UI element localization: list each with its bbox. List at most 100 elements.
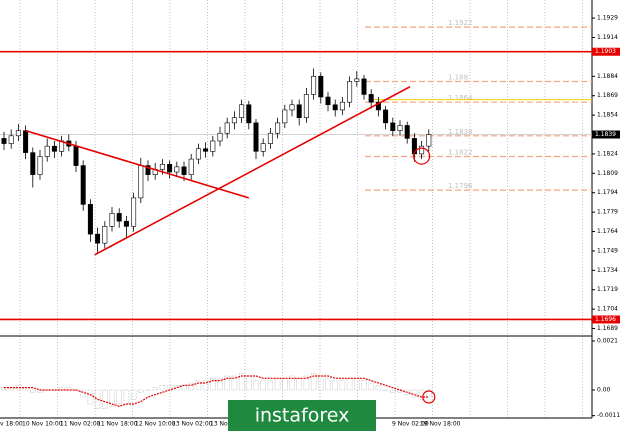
osc-bar	[325, 378, 331, 391]
candle-body	[397, 125, 403, 131]
candle-body	[210, 140, 216, 152]
candle-body	[87, 204, 93, 235]
candle-body	[1, 138, 7, 144]
y-tick-label: 1.1854	[597, 112, 618, 119]
candle-body	[195, 148, 201, 160]
candle-body	[339, 101, 345, 111]
osc-bar	[138, 389, 144, 393]
osc-bar	[354, 378, 360, 391]
fib-label: 1.1822	[448, 149, 473, 157]
osc-bar	[282, 378, 288, 391]
candle-body	[95, 233, 101, 244]
trend-line	[94, 85, 411, 256]
osc-bar	[289, 375, 295, 391]
y-tick-label: 1.1779	[597, 209, 618, 216]
candle-body	[311, 76, 317, 95]
osc-bar	[116, 389, 122, 405]
candle-body	[73, 145, 79, 166]
osc-bar	[397, 389, 403, 393]
x-tick-label: v 18:00	[0, 421, 23, 428]
osc-bar	[109, 389, 115, 407]
watermark-box	[228, 400, 376, 431]
grid	[19, 0, 583, 418]
candle-body	[282, 109, 288, 124]
y-tick-label: 1.1689	[597, 325, 618, 332]
candle-body	[375, 101, 381, 111]
candle-body	[325, 96, 331, 106]
x-tick-label: 11 Nov 02:00	[60, 421, 101, 428]
level-label: 1.1903	[595, 48, 616, 55]
osc-signal	[4, 375, 429, 407]
osc-bar	[411, 389, 418, 398]
y-tick-label: 1.1929	[597, 15, 618, 22]
y-tick-label: 1.1824	[597, 150, 618, 157]
fib-label: 1.1796	[448, 182, 473, 190]
trend-line	[25, 129, 250, 199]
osc-bar	[253, 380, 259, 391]
osc-tick-label: -0.0011	[597, 412, 620, 419]
osc-bar	[87, 389, 94, 405]
candle-body	[354, 78, 360, 82]
x-tick-label: 19 Nov 18:00	[420, 421, 461, 428]
candle-body	[159, 163, 165, 170]
x-tick-label: 12 Nov 10:00	[135, 421, 176, 428]
x-tick-label: 9 Nov 02:00	[392, 421, 429, 428]
candle-body	[23, 130, 29, 153]
osc-bar	[332, 380, 338, 391]
osc-bar	[217, 378, 223, 391]
candle-body	[246, 104, 252, 124]
highlight-circle	[413, 147, 431, 165]
candle-body	[419, 145, 425, 155]
candle-body	[267, 132, 273, 144]
candle-body	[116, 213, 122, 222]
candle-body	[289, 104, 295, 111]
osc-bar	[1, 387, 7, 391]
fib-label: 1.188	[448, 73, 468, 81]
candle-body	[253, 122, 259, 152]
osc-bar	[152, 387, 158, 391]
osc-bar	[188, 382, 194, 391]
y-tick-label: 1.1869	[597, 92, 618, 99]
candle-body	[368, 94, 374, 103]
y-tick-label: 1.1764	[597, 228, 618, 235]
candle-body	[8, 135, 14, 144]
level-label: 1.1696	[595, 316, 616, 323]
osc-bar	[37, 389, 43, 393]
candle-body	[332, 104, 338, 111]
fib-label: 1.1864	[448, 94, 473, 102]
candle-body	[217, 132, 223, 142]
candle-body	[260, 143, 266, 152]
y-tick-label: 1.1884	[597, 73, 618, 80]
osc-bar	[267, 380, 274, 391]
level-label-box	[592, 47, 620, 56]
osc-bar	[339, 380, 346, 391]
osc-bar	[30, 389, 36, 393]
y-tick-label: 1.1809	[597, 170, 618, 177]
x-tick-label: 11 Nov 18:00	[97, 421, 138, 428]
plot: 1.1929 1.1914 1.1884 1.1869 1.1854 1.1824 1.18…	[0, 15, 620, 428]
candle-body	[102, 226, 108, 244]
osc-bar	[418, 389, 425, 400]
candle-body	[275, 122, 281, 134]
y-tick-label: 1.1794	[597, 189, 618, 196]
candle-body	[174, 166, 180, 173]
osc-bar	[8, 387, 14, 391]
osc-bar	[310, 373, 317, 391]
osc-bar	[346, 378, 353, 391]
candle-body	[145, 165, 151, 175]
osc-bar	[390, 389, 396, 393]
osc-bar	[426, 389, 432, 398]
current-price-label: 1.1839	[595, 131, 616, 138]
candle-body	[138, 165, 144, 199]
osc-bar	[210, 378, 216, 391]
candle-body	[188, 158, 194, 175]
osc-bar	[238, 373, 245, 391]
fib-label: 1.1922	[448, 19, 473, 27]
osc-bar	[94, 389, 101, 409]
candle-body	[37, 156, 43, 175]
osc-bar	[260, 380, 266, 391]
candle-body	[167, 163, 173, 173]
y-tick-label: 1.1704	[597, 306, 618, 313]
osc-tick-label: 0.00	[597, 386, 611, 393]
candle-body	[30, 152, 36, 175]
